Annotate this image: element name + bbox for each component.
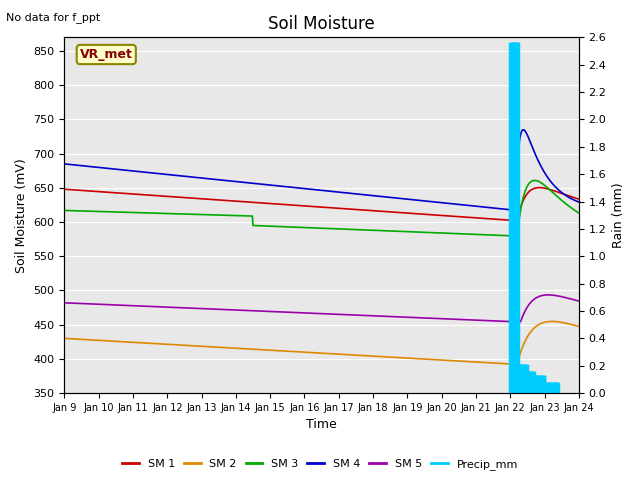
- Y-axis label: Soil Moisture (mV): Soil Moisture (mV): [15, 158, 28, 273]
- Text: No data for f_ppt: No data for f_ppt: [6, 12, 100, 23]
- Title: Soil Moisture: Soil Moisture: [268, 15, 375, 33]
- X-axis label: Time: Time: [307, 419, 337, 432]
- Y-axis label: Rain (mm): Rain (mm): [612, 182, 625, 248]
- Legend: SM 1, SM 2, SM 3, SM 4, SM 5, Precip_mm: SM 1, SM 2, SM 3, SM 4, SM 5, Precip_mm: [118, 455, 522, 474]
- Text: VR_met: VR_met: [80, 48, 132, 61]
